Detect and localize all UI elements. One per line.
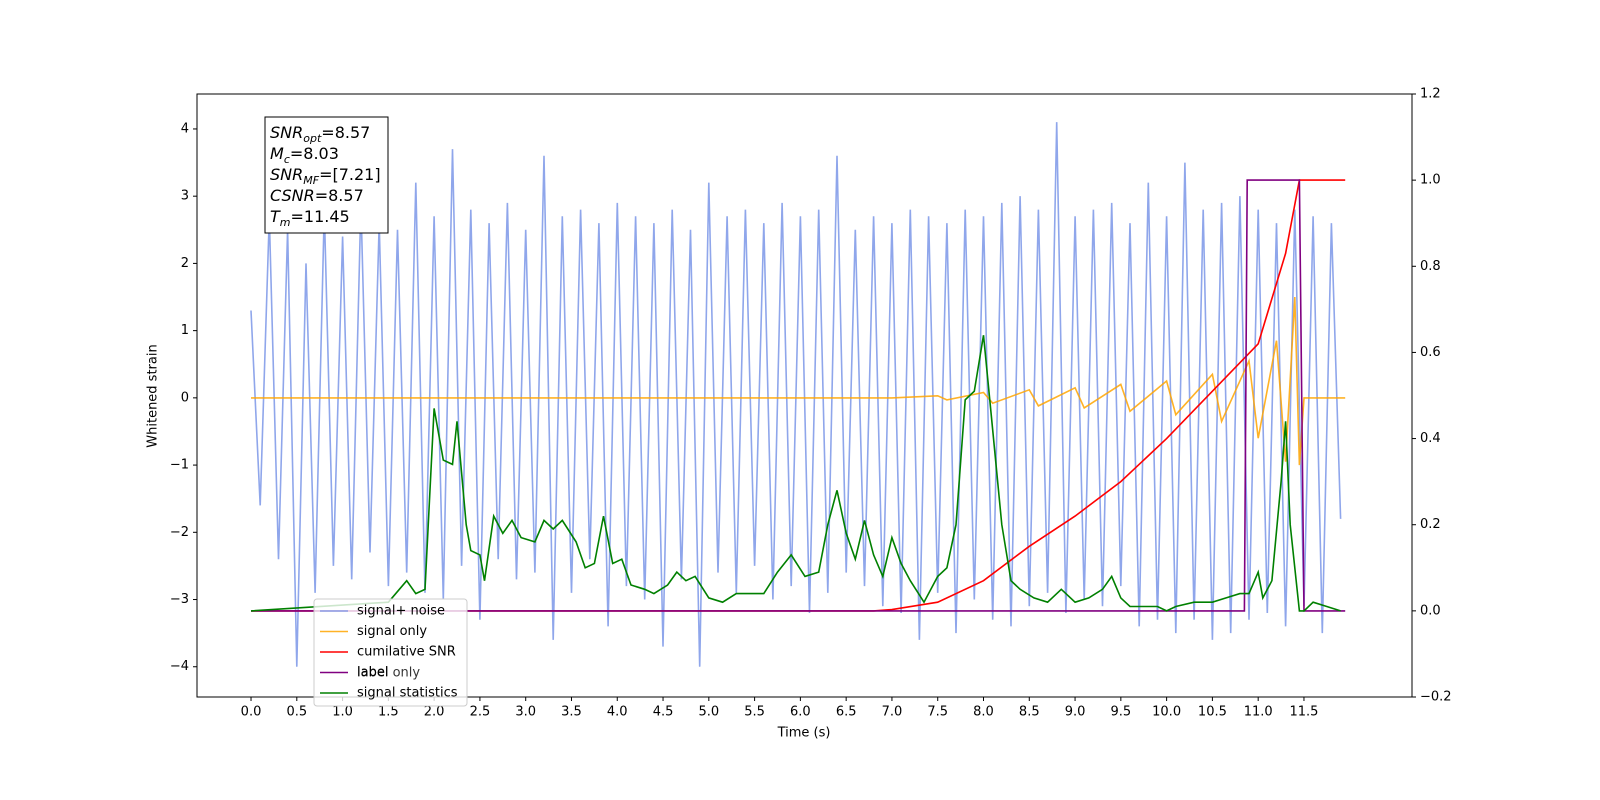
legend-label: cumilative SNR — [357, 645, 456, 660]
x-tick-label: 11.5 — [1289, 705, 1318, 720]
y-axis-label: Whitened strain — [146, 344, 161, 447]
stats-base: SNR — [270, 123, 303, 142]
x-tick-label: 6.0 — [790, 705, 811, 720]
x-tick-label: 1.5 — [378, 705, 399, 720]
stats-line: SNRopt=8.57 — [270, 123, 370, 145]
x-tick-label: 3.0 — [515, 705, 536, 720]
x-tick-label: 5.5 — [744, 705, 765, 720]
x-tick-label: 8.0 — [973, 705, 994, 720]
y2-tick-label: 0.8 — [1420, 259, 1441, 274]
y2-tick-label: 1.0 — [1420, 173, 1441, 188]
x-tick-label: 4.0 — [607, 705, 628, 720]
stats-value: =[7.21] — [319, 165, 381, 184]
series-line — [251, 179, 1346, 612]
legend: signal+ noise signal only cumilative SNR la… — [313, 598, 468, 707]
y-tick-label: −4 — [170, 659, 189, 674]
x-tick-label: 5.0 — [698, 705, 719, 720]
legend-frame — [313, 598, 468, 707]
y-tick-label: 2 — [181, 256, 189, 271]
y-tick-label: 0 — [181, 390, 189, 405]
legend-label: signal statistics — [357, 686, 458, 701]
stats-sub: m — [280, 216, 291, 229]
stats-base: M — [270, 144, 284, 163]
stats-value: =8.57 — [315, 186, 364, 205]
stats-line: SNRMF=[7.21] — [270, 165, 381, 187]
series-line — [251, 296, 1346, 466]
x-tick-label: 8.5 — [1019, 705, 1040, 720]
legend-overlay: label only — [357, 666, 420, 681]
y2-tick-label: 0.0 — [1420, 603, 1441, 618]
x-axis-label: Time (s) — [777, 726, 831, 741]
stats-base: SNR — [270, 165, 303, 184]
stats-base: CSNR — [270, 186, 315, 205]
stats-value: =11.45 — [291, 207, 350, 226]
stats-sub: MF — [303, 174, 319, 187]
x-tick-label: 0.0 — [241, 705, 262, 720]
stats-base: T — [270, 207, 281, 226]
x-tick-label: 0.5 — [286, 705, 307, 720]
x-tick-label: 10.5 — [1198, 705, 1227, 720]
legend-label: label — [357, 665, 388, 680]
stats-line: Tm=11.45 — [270, 207, 350, 229]
y2-tick-label: 0.6 — [1420, 345, 1441, 360]
stats-box: SNRopt=8.57Mc=8.03SNRMF=[7.21]CSNR=8.57T… — [264, 116, 389, 234]
series-line — [251, 179, 1346, 612]
y2-tick-label: 0.4 — [1420, 431, 1441, 446]
series-line — [250, 122, 1342, 667]
stats-value: =8.57 — [321, 123, 370, 142]
stats-box-frame — [264, 116, 389, 234]
y-tick-label: −3 — [170, 592, 189, 607]
y-tick-label: 4 — [181, 121, 189, 136]
y-tick-label: −2 — [170, 525, 189, 540]
x-tick-label: 2.5 — [470, 705, 491, 720]
x-tick-label: 10.0 — [1152, 705, 1181, 720]
stats-line: CSNR=8.57 — [270, 186, 364, 205]
y2-tick-label: −0.2 — [1420, 690, 1452, 705]
axes-frame — [196, 93, 1413, 698]
y2-tick-label: 0.2 — [1420, 517, 1441, 532]
x-tick-label: 9.5 — [1110, 705, 1131, 720]
stats-line: Mc=8.03 — [270, 144, 339, 166]
x-tick-label: 3.5 — [561, 705, 582, 720]
x-tick-label: 7.0 — [882, 705, 903, 720]
y-tick-label: 1 — [181, 323, 189, 338]
x-tick-label: 2.0 — [424, 705, 445, 720]
y2-tick-label: 1.2 — [1420, 87, 1441, 102]
legend-label: signal only — [357, 624, 427, 639]
stats-sub: c — [284, 153, 290, 166]
legend-label: signal+ noise — [357, 604, 445, 619]
stats-value: =8.03 — [290, 144, 339, 163]
stats-sub: opt — [303, 132, 322, 145]
x-tick-label: 1.0 — [332, 705, 353, 720]
y-tick-label: −1 — [170, 458, 189, 473]
x-tick-label: 7.5 — [927, 705, 948, 720]
series-line — [250, 335, 1341, 612]
y-tick-label: 3 — [181, 189, 189, 204]
x-tick-label: 6.5 — [836, 705, 857, 720]
x-tick-label: 11.0 — [1244, 705, 1273, 720]
x-tick-label: 9.0 — [1065, 705, 1086, 720]
x-tick-label: 4.5 — [653, 705, 674, 720]
